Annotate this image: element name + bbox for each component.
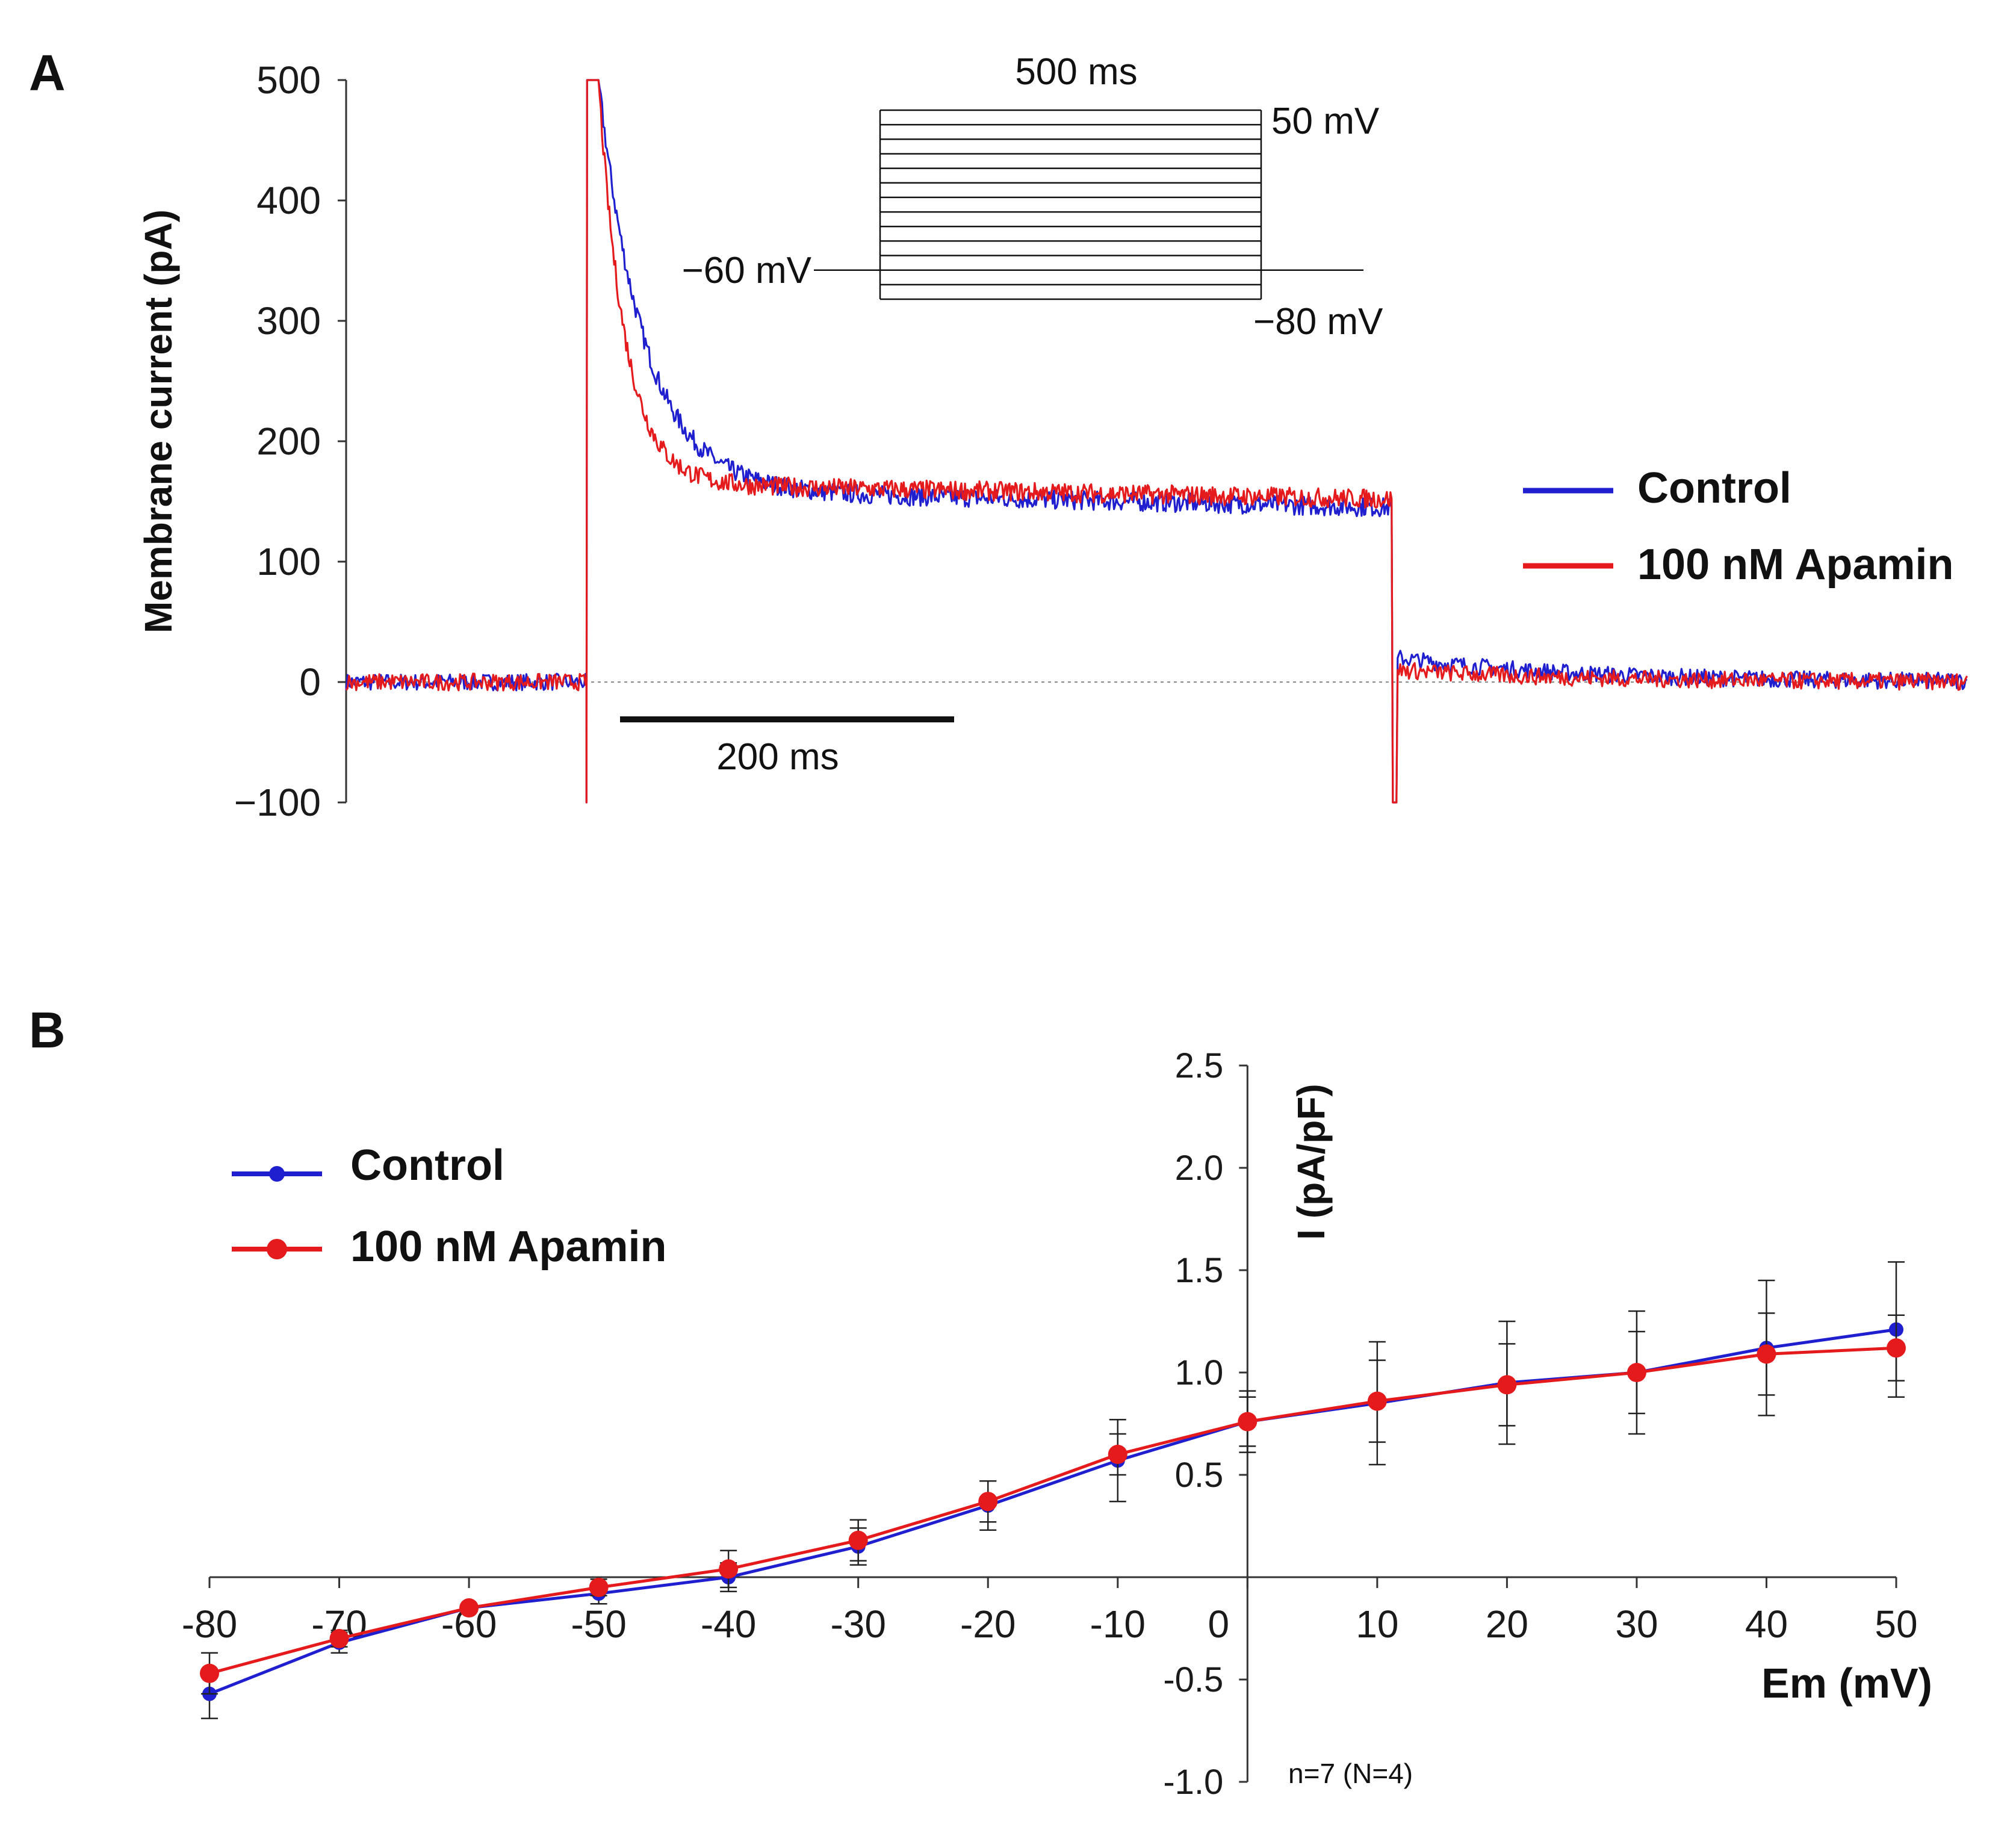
panel-a-y-tick-label: 100 [256, 540, 321, 583]
apamin-data-point [1238, 1412, 1258, 1432]
apamin-data-point [589, 1578, 609, 1597]
scale-bar-label: 200 ms [716, 736, 839, 778]
panel-b-x-tick-label: -30 [830, 1602, 886, 1646]
inset-duration-label: 500 ms [1015, 51, 1137, 93]
inset-max-voltage-label: 50 mV [1271, 101, 1380, 142]
legend-b-control-marker [269, 1166, 285, 1182]
apamin-data-point [719, 1559, 739, 1579]
panel-a-y-tick-label: −100 [234, 781, 321, 824]
panel-b-y-tick-label: 2.5 [1175, 1046, 1224, 1085]
sample-size-note: n=7 (N=4) [1288, 1758, 1413, 1789]
panel-b-x-tick-label: 20 [1486, 1602, 1528, 1646]
apamin-data-point [459, 1598, 479, 1618]
legend-a-control-label: Control [1637, 464, 1791, 512]
panel-b-x-tick-label: 40 [1745, 1602, 1788, 1646]
panel-b-x-tick-label: -80 [182, 1602, 238, 1646]
panel-a-y-tick-label: 200 [256, 420, 321, 463]
apamin-data-point [200, 1663, 219, 1683]
panel-a-y-tick-label: 0 [299, 660, 321, 704]
panel-a-y-axis-label: Membrane current (pA) [137, 209, 180, 633]
control-current-trace [345, 79, 1968, 804]
legend-b-control-label: Control [350, 1141, 504, 1190]
panel-a-y-tick-label: 400 [256, 179, 321, 222]
apamin-data-point [1497, 1375, 1517, 1395]
panel-b-x-tick-label: 0 [1208, 1602, 1230, 1646]
panel-a-label: A [29, 45, 66, 101]
inset-holding-voltage-label: −60 mV [682, 250, 812, 291]
apamin-data-point [1757, 1344, 1776, 1364]
panel-b-x-tick-label: -50 [571, 1602, 627, 1646]
apamin-data-point [1367, 1391, 1387, 1411]
panel-a-y-tick-label: 500 [256, 58, 321, 102]
panel-b-y-tick-label: -0.5 [1163, 1660, 1223, 1699]
apamin-current-trace [345, 79, 1968, 804]
apamin-iv-line [209, 1346, 1897, 1675]
panel-b-x-tick-label: 50 [1875, 1602, 1917, 1646]
panel-a-traces [345, 79, 1968, 804]
panel-b-y-tick-label: 1.0 [1175, 1353, 1224, 1392]
apamin-data-point [1627, 1363, 1646, 1382]
panel-b-y-axis-label: I (pA/pF) [1289, 1084, 1333, 1239]
panel-b-y-tick-label: -1.0 [1163, 1763, 1223, 1802]
panel-b-x-tick-label: -40 [701, 1602, 757, 1646]
apamin-data-point [848, 1530, 868, 1550]
legend-a-apamin-label: 100 nM Apamin [1637, 541, 1953, 589]
panel-b-y-tick-label: 2.0 [1175, 1149, 1224, 1188]
panel-b-axes: -80 -70 -60 -50 -40 -30 -20 -10 0 10 20 30 40 502.52.… [182, 1046, 1918, 1802]
panel-b-x-tick-label: -20 [960, 1602, 1016, 1646]
apamin-data-point [329, 1629, 349, 1648]
voltage-protocol-inset [814, 109, 1363, 300]
inset-min-voltage-label: −80 mV [1253, 301, 1383, 343]
legend-b-apamin-label: 100 nM Apamin [350, 1223, 666, 1271]
panel-b-label: B [29, 1002, 66, 1058]
panel-b-series [200, 1261, 1906, 1719]
apamin-data-point [1108, 1445, 1127, 1464]
panel-b-x-tick-label: 30 [1615, 1602, 1658, 1646]
panel-b-y-tick-label: 0.5 [1175, 1456, 1224, 1495]
panel-b-y-tick-label: 1.5 [1175, 1251, 1224, 1290]
panel-b-x-tick-label: -10 [1090, 1602, 1146, 1646]
legend-b-apamin-marker [267, 1239, 287, 1259]
apamin-data-point [978, 1492, 998, 1512]
panel-b-x-tick-label: 10 [1356, 1602, 1398, 1646]
panel-a-y-tick-label: 300 [256, 299, 321, 343]
panel-a-y-axis: 500 400 300 200 100 0 −100 [234, 58, 1968, 824]
apamin-data-point [1887, 1338, 1906, 1358]
panel-b-x-axis-label: Em (mV) [1761, 1660, 1932, 1707]
